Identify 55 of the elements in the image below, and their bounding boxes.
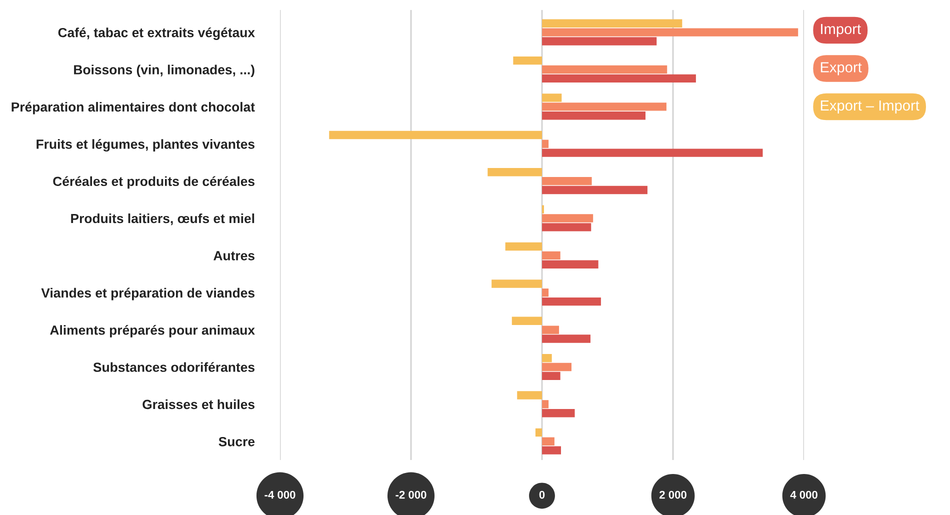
bar — [542, 65, 668, 74]
bar — [542, 140, 549, 148]
bar — [542, 112, 646, 120]
bar — [542, 409, 575, 418]
bar — [542, 148, 763, 157]
bar — [535, 428, 542, 437]
y-tick-label: Aliments préparés pour animaux — [50, 324, 255, 338]
y-tick-label: Boissons (vin, limonades, ...) — [74, 64, 254, 78]
text: Export — [820, 62, 862, 76]
bar — [542, 288, 549, 297]
x-tick-label: 2 000 — [659, 490, 686, 499]
bar — [505, 242, 542, 251]
bar — [542, 334, 590, 343]
y-tick-label: Fruits et légumes, plantes vivantes — [36, 139, 254, 152]
bar — [329, 130, 542, 140]
bar — [542, 354, 552, 362]
bar — [542, 326, 560, 334]
bar — [542, 297, 601, 306]
bar — [517, 391, 542, 400]
bar — [512, 316, 542, 326]
y-tick-label: Préparation alimentaires dont chocolat — [12, 102, 255, 114]
text: Export – Import — [820, 100, 920, 114]
bar — [542, 28, 798, 36]
bar — [542, 19, 682, 28]
y-tick-label: Graisses et huiles — [142, 399, 254, 410]
bar — [542, 260, 598, 268]
bar — [542, 186, 648, 194]
bar — [542, 176, 592, 186]
bar — [542, 362, 572, 372]
bar — [542, 37, 657, 46]
bar — [492, 280, 542, 288]
bar — [542, 74, 696, 83]
bar — [542, 372, 560, 380]
bar — [542, 214, 594, 222]
y-tick-label: Viandes et préparation de viandes — [41, 288, 254, 300]
y-tick-label: Substances odoriférantes — [93, 362, 254, 372]
x-tick-label: 4 000 — [790, 490, 818, 499]
x-tick-label: 0 — [539, 490, 545, 499]
y-tick-label: Autres — [214, 251, 254, 260]
bar — [542, 251, 560, 260]
bar — [542, 400, 549, 408]
y-tick-label: Sucre — [218, 436, 255, 446]
x-tick-label: -4 000 — [264, 490, 296, 499]
bar — [542, 102, 666, 111]
text: Import — [821, 24, 861, 38]
y-tick-label: Café, tabac et extraits végétaux — [58, 27, 255, 40]
x-tick-label: -2 000 — [396, 490, 426, 499]
y-tick-label: Produits laitiers, œufs et miel — [71, 213, 254, 226]
bar — [542, 223, 592, 232]
bar — [542, 437, 554, 446]
bar — [488, 168, 542, 176]
bar — [542, 446, 561, 454]
bar — [513, 56, 542, 65]
bar — [542, 94, 562, 102]
y-tick-label: Céréales et produits de céréales — [53, 176, 254, 189]
